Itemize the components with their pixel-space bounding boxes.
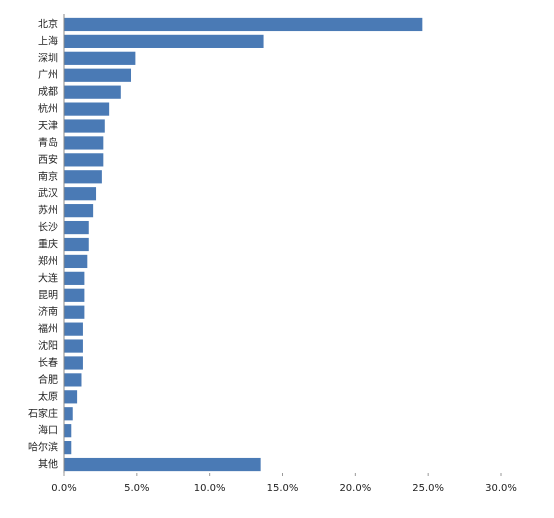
- x-tick-label: 30.0%: [485, 483, 517, 494]
- bar: [64, 288, 85, 302]
- y-tick-label: 哈尔滨: [28, 441, 58, 454]
- bar: [64, 136, 104, 150]
- bar: [64, 34, 264, 48]
- bar: [64, 119, 105, 133]
- bar: [64, 457, 261, 472]
- bar: [64, 68, 132, 82]
- y-tick-label: 合肥: [38, 373, 58, 386]
- y-tick-label: 天津: [38, 120, 58, 132]
- x-tick-label: 25.0%: [412, 483, 444, 494]
- bar: [64, 220, 89, 235]
- bar: [64, 51, 136, 65]
- bar: [64, 237, 89, 252]
- y-tick-label: 成都: [38, 86, 58, 98]
- bar: [64, 187, 97, 201]
- y-tick-label: 南京: [38, 170, 58, 183]
- bar: [64, 356, 83, 370]
- bar: [64, 424, 72, 438]
- y-tick-label: 福州: [38, 322, 58, 335]
- y-tick-label: 广州: [38, 69, 58, 81]
- y-tick-label: 北京: [38, 17, 58, 30]
- bar: [64, 204, 94, 218]
- x-tick-label: 20.0%: [339, 483, 371, 494]
- y-tick-label: 重庆: [38, 238, 58, 251]
- bar: [64, 170, 102, 184]
- x-tick-label: 10.0%: [194, 483, 226, 494]
- bar: [64, 373, 82, 387]
- bar: [64, 85, 121, 99]
- y-tick-label: 大连: [38, 271, 58, 284]
- bar: [64, 17, 423, 32]
- bar: [64, 407, 73, 421]
- y-tick-label: 昆明: [38, 289, 58, 301]
- bar: [64, 322, 83, 336]
- y-tick-label: 长沙: [38, 222, 58, 234]
- x-tick-label: 5.0%: [124, 483, 149, 494]
- bar: [64, 153, 104, 167]
- y-tick-label: 西安: [38, 153, 58, 166]
- y-tick-label: 海口: [38, 424, 58, 437]
- y-tick-label: 济南: [38, 305, 58, 318]
- x-tick-label: 15.0%: [267, 483, 299, 494]
- y-tick-label: 太原: [38, 390, 58, 403]
- x-tick-label: 0.0%: [51, 483, 76, 494]
- y-tick-label: 其他: [38, 458, 58, 471]
- y-tick-label: 苏州: [38, 204, 58, 217]
- y-tick-label: 石家庄: [28, 407, 58, 420]
- y-tick-label: 深圳: [38, 52, 58, 64]
- bar: [64, 441, 72, 455]
- y-tick-label: 杭州: [38, 102, 58, 115]
- bar: [64, 339, 83, 353]
- y-tick-label: 长春: [38, 357, 58, 369]
- bar: [64, 271, 85, 285]
- y-tick-label: 武汉: [38, 187, 58, 200]
- bar: [64, 390, 78, 404]
- y-tick-label: 上海: [38, 34, 58, 47]
- y-tick-label: 郑州: [38, 254, 58, 267]
- bar: [64, 305, 85, 319]
- y-tick-label: 青岛: [38, 136, 58, 149]
- bar: [64, 254, 88, 269]
- y-tick-label: 沈阳: [38, 339, 58, 352]
- bar: [64, 102, 110, 116]
